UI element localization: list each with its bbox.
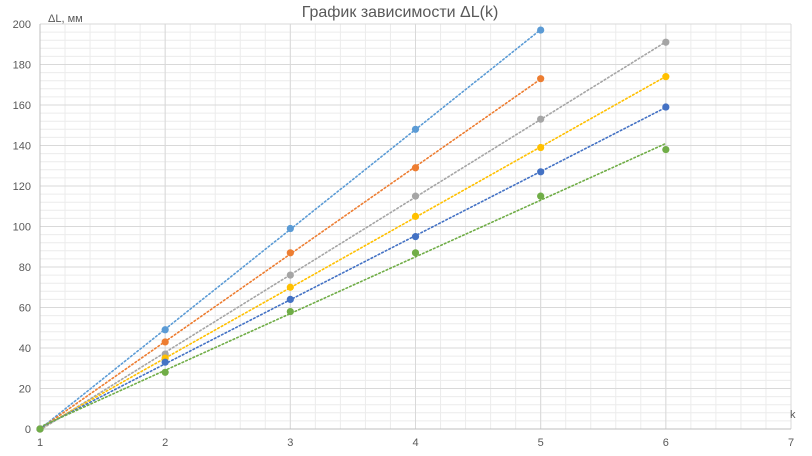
data-point-series-1	[537, 26, 545, 34]
trendline-series-3	[39, 41, 667, 431]
data-point-series-4	[662, 73, 670, 81]
x-tick-labels: 1 2 3 4 5 6 7	[37, 437, 794, 449]
data-point-series-5	[537, 168, 545, 176]
x-tick-label: 4	[412, 437, 418, 449]
y-axis-label: ΔL, мм	[48, 13, 83, 25]
data-point-series-1	[161, 326, 169, 334]
data-point-series-2	[286, 249, 294, 257]
data-point-series-6	[286, 307, 294, 316]
y-tick-label: 120	[13, 181, 31, 193]
y-tick-label: 200	[13, 19, 31, 31]
data-point-series-3	[662, 38, 670, 46]
data-points	[36, 26, 670, 433]
major-grid	[39, 23, 792, 430]
data-point-series-6	[36, 425, 44, 433]
data-point-series-6	[161, 368, 169, 376]
data-point-series-6	[537, 192, 545, 200]
axes	[39, 24, 791, 430]
x-tick-label: 5	[538, 437, 544, 449]
trendline-series-5	[39, 106, 667, 429]
y-tick-label: 80	[19, 262, 31, 274]
data-point-series-5	[286, 295, 294, 303]
data-point-series-2	[411, 164, 420, 172]
data-point-series-5	[161, 358, 169, 366]
x-tick-label: 7	[788, 437, 794, 449]
data-point-series-2	[161, 338, 169, 346]
x-axis-label: k	[790, 409, 796, 421]
trendlines	[39, 28, 667, 431]
data-point-series-1	[411, 125, 420, 133]
x-tick-label: 1	[37, 437, 43, 449]
data-point-series-3	[411, 192, 420, 200]
y-tick-label: 180	[13, 60, 31, 72]
chart-title: График зависимости ΔL(k)	[302, 4, 499, 21]
data-point-series-2	[537, 75, 545, 83]
y-tick-label: 160	[13, 100, 31, 112]
data-point-series-4	[537, 143, 545, 152]
y-tick-label: 100	[13, 222, 31, 234]
y-tick-labels: 0 20 40 60 80 100 120 140 160 180 200	[13, 19, 31, 436]
data-point-series-3	[286, 271, 294, 279]
trendline-series-6	[39, 142, 667, 428]
data-point-series-5	[411, 233, 420, 241]
data-point-series-6	[411, 249, 420, 257]
data-point-series-5	[662, 103, 670, 111]
x-tick-label: 6	[663, 437, 669, 449]
trendline-series-4	[39, 75, 667, 430]
data-point-series-6	[662, 145, 670, 154]
y-tick-label: 0	[25, 424, 31, 436]
y-tick-label: 20	[19, 384, 31, 396]
x-tick-label: 2	[162, 437, 168, 449]
data-point-series-4	[286, 283, 294, 291]
y-tick-label: 140	[13, 141, 31, 153]
y-tick-label: 40	[19, 343, 31, 355]
y-tick-label: 60	[19, 303, 31, 315]
x-tick-label: 3	[287, 437, 293, 449]
data-point-series-4	[411, 212, 420, 220]
data-point-series-3	[537, 115, 545, 123]
data-point-series-1	[286, 224, 294, 233]
